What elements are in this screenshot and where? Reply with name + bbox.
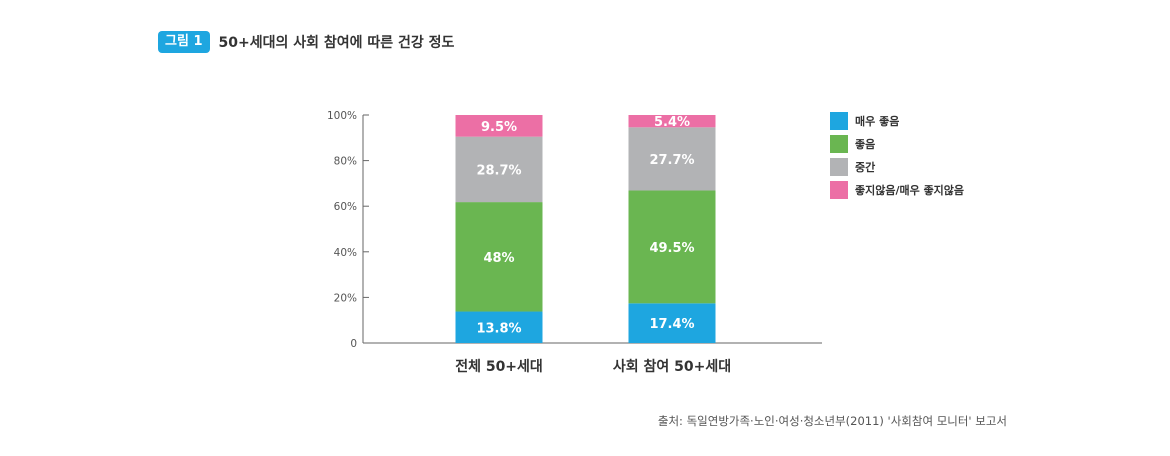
y-tick-label: 60% bbox=[334, 201, 357, 213]
legend-label: 중간 bbox=[855, 161, 876, 174]
legend-swatch bbox=[830, 135, 848, 153]
data-label: 28.7% bbox=[476, 163, 521, 178]
source-note: 출처: 독일연방가족·노인·여성·청소년부(2011) '사회참여 모니터' 보… bbox=[657, 414, 1007, 428]
bar-segment bbox=[628, 115, 716, 128]
figure-header: 그림 1 50+세대의 사회 참여에 따른 건강 정도 bbox=[158, 31, 454, 53]
legend-item-very-good: 매우 좋음 bbox=[830, 112, 964, 130]
legend-item-good: 좋음 bbox=[830, 135, 964, 153]
data-label: 27.7% bbox=[649, 153, 694, 168]
bar-segment bbox=[455, 136, 543, 203]
data-label: 49.5% bbox=[649, 241, 694, 256]
chart-legend: 매우 좋음 좋음 중간 좋지않음/매우 좋지않음 bbox=[830, 112, 964, 204]
data-label: 5.4% bbox=[654, 115, 690, 130]
x-tick-label: 사회 참여 50+세대 bbox=[613, 358, 731, 375]
legend-label: 좋음 bbox=[855, 138, 876, 151]
legend-swatch bbox=[830, 158, 848, 176]
bar-segment bbox=[455, 202, 543, 312]
legend-item-medium: 중간 bbox=[830, 158, 964, 176]
y-tick-label: 80% bbox=[334, 156, 357, 168]
bar-segment bbox=[455, 311, 543, 343]
bar-segment bbox=[628, 303, 716, 343]
legend-swatch bbox=[830, 112, 848, 130]
x-tick-label: 전체 50+세대 bbox=[455, 358, 543, 375]
figure-title: 50+세대의 사회 참여에 따른 건강 정도 bbox=[218, 35, 455, 51]
data-label: 17.4% bbox=[649, 317, 694, 332]
y-tick-label: 40% bbox=[334, 247, 357, 259]
legend-item-bad: 좋지않음/매우 좋지않음 bbox=[830, 181, 964, 199]
legend-label: 매우 좋음 bbox=[855, 115, 900, 128]
data-label: 48% bbox=[483, 251, 514, 266]
y-tick-label: 20% bbox=[334, 292, 357, 304]
y-tick-label: 100% bbox=[327, 110, 357, 122]
y-tick-label: 0 bbox=[350, 338, 357, 350]
data-label: 13.8% bbox=[476, 321, 521, 336]
data-label: 9.5% bbox=[481, 120, 517, 135]
figure-badge: 그림 1 bbox=[158, 31, 210, 53]
bar-segment bbox=[455, 115, 543, 137]
legend-swatch bbox=[830, 181, 848, 199]
bar-segment bbox=[628, 127, 716, 191]
legend-label: 좋지않음/매우 좋지않음 bbox=[855, 184, 965, 197]
bar-segment bbox=[628, 190, 716, 304]
